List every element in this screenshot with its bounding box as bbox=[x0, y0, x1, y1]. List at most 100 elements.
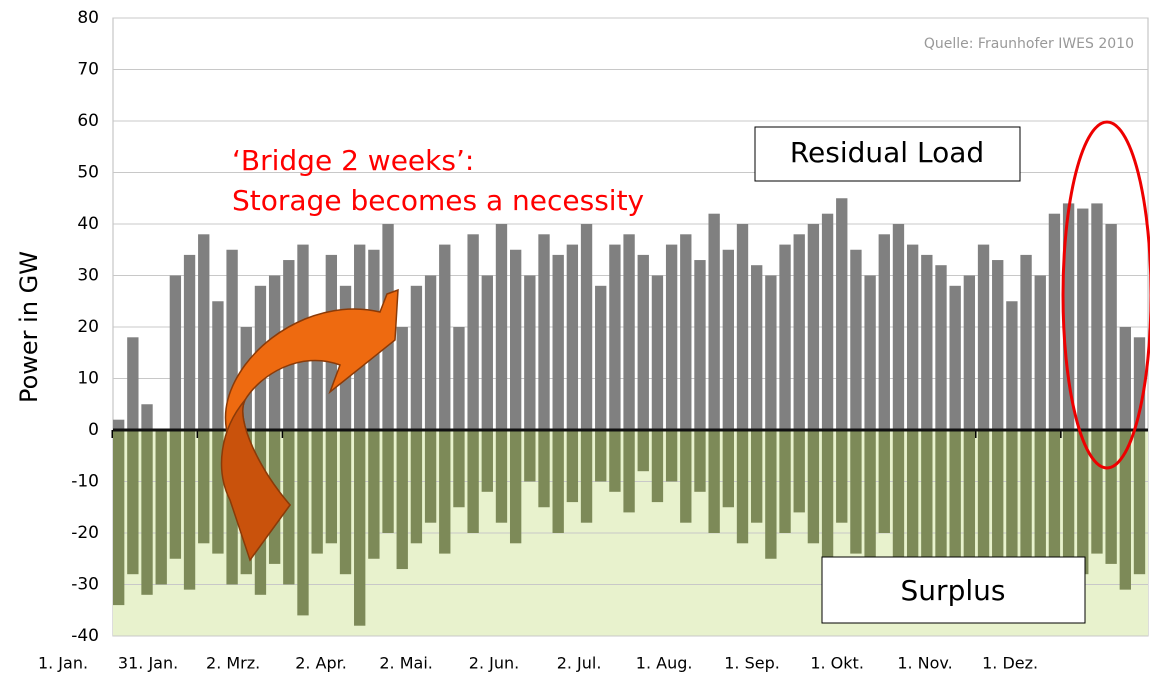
bar bbox=[978, 245, 989, 430]
bar bbox=[765, 430, 776, 559]
bar bbox=[170, 430, 181, 559]
bar bbox=[623, 430, 634, 512]
bar bbox=[411, 286, 422, 430]
y-tick-label: 70 bbox=[77, 60, 99, 80]
bar bbox=[1105, 224, 1116, 430]
bar bbox=[907, 245, 918, 430]
bar bbox=[765, 276, 776, 431]
bar bbox=[879, 430, 890, 533]
x-tick-label: 1. Dez. bbox=[982, 654, 1038, 673]
bar bbox=[751, 265, 762, 430]
x-tick-label: 2. Jun. bbox=[469, 654, 519, 673]
bar bbox=[623, 234, 634, 430]
bar bbox=[567, 430, 578, 502]
bar bbox=[439, 245, 450, 430]
bar bbox=[482, 276, 493, 431]
bar bbox=[694, 430, 705, 492]
x-tick-label: 2. Jul. bbox=[557, 654, 602, 673]
bar bbox=[453, 430, 464, 507]
bar bbox=[595, 430, 606, 482]
x-tick-label: 2. Mrz. bbox=[206, 654, 260, 673]
bar bbox=[864, 430, 875, 574]
bar bbox=[779, 430, 790, 533]
bar bbox=[893, 430, 904, 564]
bar bbox=[836, 430, 847, 523]
bar bbox=[368, 430, 379, 559]
bar bbox=[340, 430, 351, 574]
bar bbox=[496, 224, 507, 430]
bar bbox=[794, 234, 805, 430]
bar bbox=[1091, 203, 1102, 430]
bar bbox=[1134, 430, 1145, 574]
y-tick-label: -20 bbox=[71, 523, 99, 543]
x-tick-label: 1. Okt. bbox=[810, 654, 864, 673]
bar bbox=[964, 276, 975, 431]
y-axis-label: Power in GW bbox=[15, 251, 43, 403]
bar bbox=[538, 234, 549, 430]
x-tick-label: 2. Apr. bbox=[295, 654, 347, 673]
bar bbox=[609, 430, 620, 492]
bar bbox=[935, 265, 946, 430]
bar bbox=[794, 430, 805, 512]
bar bbox=[1020, 255, 1031, 430]
annotation: Storage becomes a necessity bbox=[232, 184, 644, 217]
bar bbox=[822, 214, 833, 430]
bar bbox=[609, 245, 620, 430]
bar bbox=[992, 260, 1003, 430]
y-tick-label: 20 bbox=[77, 317, 99, 337]
bar bbox=[382, 430, 393, 533]
bar bbox=[808, 224, 819, 430]
bar bbox=[879, 234, 890, 430]
bar bbox=[141, 430, 152, 595]
bar bbox=[680, 430, 691, 523]
y-tick-label: 10 bbox=[77, 369, 99, 389]
page: -40-30-20-10010203040506070801. Jan.31. … bbox=[0, 0, 1150, 686]
bar bbox=[822, 430, 833, 564]
bar bbox=[638, 255, 649, 430]
bar bbox=[864, 276, 875, 431]
bar bbox=[184, 430, 195, 590]
bar bbox=[850, 430, 861, 554]
bar bbox=[1006, 430, 1017, 574]
bar bbox=[652, 276, 663, 431]
bar bbox=[723, 250, 734, 430]
bar bbox=[453, 327, 464, 430]
bar bbox=[808, 430, 819, 543]
chart: -40-30-20-10010203040506070801. Jan.31. … bbox=[0, 0, 1150, 686]
bar bbox=[127, 430, 138, 574]
bar bbox=[723, 430, 734, 507]
bar bbox=[1091, 430, 1102, 554]
bar bbox=[850, 250, 861, 430]
y-tick-label: -10 bbox=[71, 472, 99, 492]
bar bbox=[311, 430, 322, 554]
bar bbox=[553, 430, 564, 533]
bar bbox=[666, 245, 677, 430]
annotation: Surplus bbox=[901, 574, 1006, 607]
bar bbox=[1006, 301, 1017, 430]
bar bbox=[779, 245, 790, 430]
bar bbox=[708, 430, 719, 533]
annotation: ‘Bridge 2 weeks’: bbox=[232, 144, 474, 177]
y-tick-label: 60 bbox=[77, 111, 99, 131]
bar bbox=[467, 234, 478, 430]
bar bbox=[141, 404, 152, 430]
bar bbox=[567, 245, 578, 430]
bar bbox=[751, 430, 762, 523]
bar bbox=[510, 250, 521, 430]
bar bbox=[950, 430, 961, 574]
bar bbox=[482, 430, 493, 492]
bar bbox=[1077, 209, 1088, 430]
y-tick-label: 80 bbox=[77, 8, 99, 28]
bar bbox=[411, 430, 422, 543]
bar bbox=[581, 430, 592, 523]
bar bbox=[439, 430, 450, 554]
y-tick-label: -40 bbox=[71, 626, 99, 646]
bar bbox=[595, 286, 606, 430]
bar bbox=[666, 430, 677, 482]
bar bbox=[467, 430, 478, 533]
x-tick-label: 1. Jan. bbox=[38, 654, 88, 673]
bar bbox=[326, 430, 337, 543]
annotation: Residual Load bbox=[790, 136, 984, 169]
bar bbox=[184, 255, 195, 430]
bar bbox=[510, 430, 521, 543]
